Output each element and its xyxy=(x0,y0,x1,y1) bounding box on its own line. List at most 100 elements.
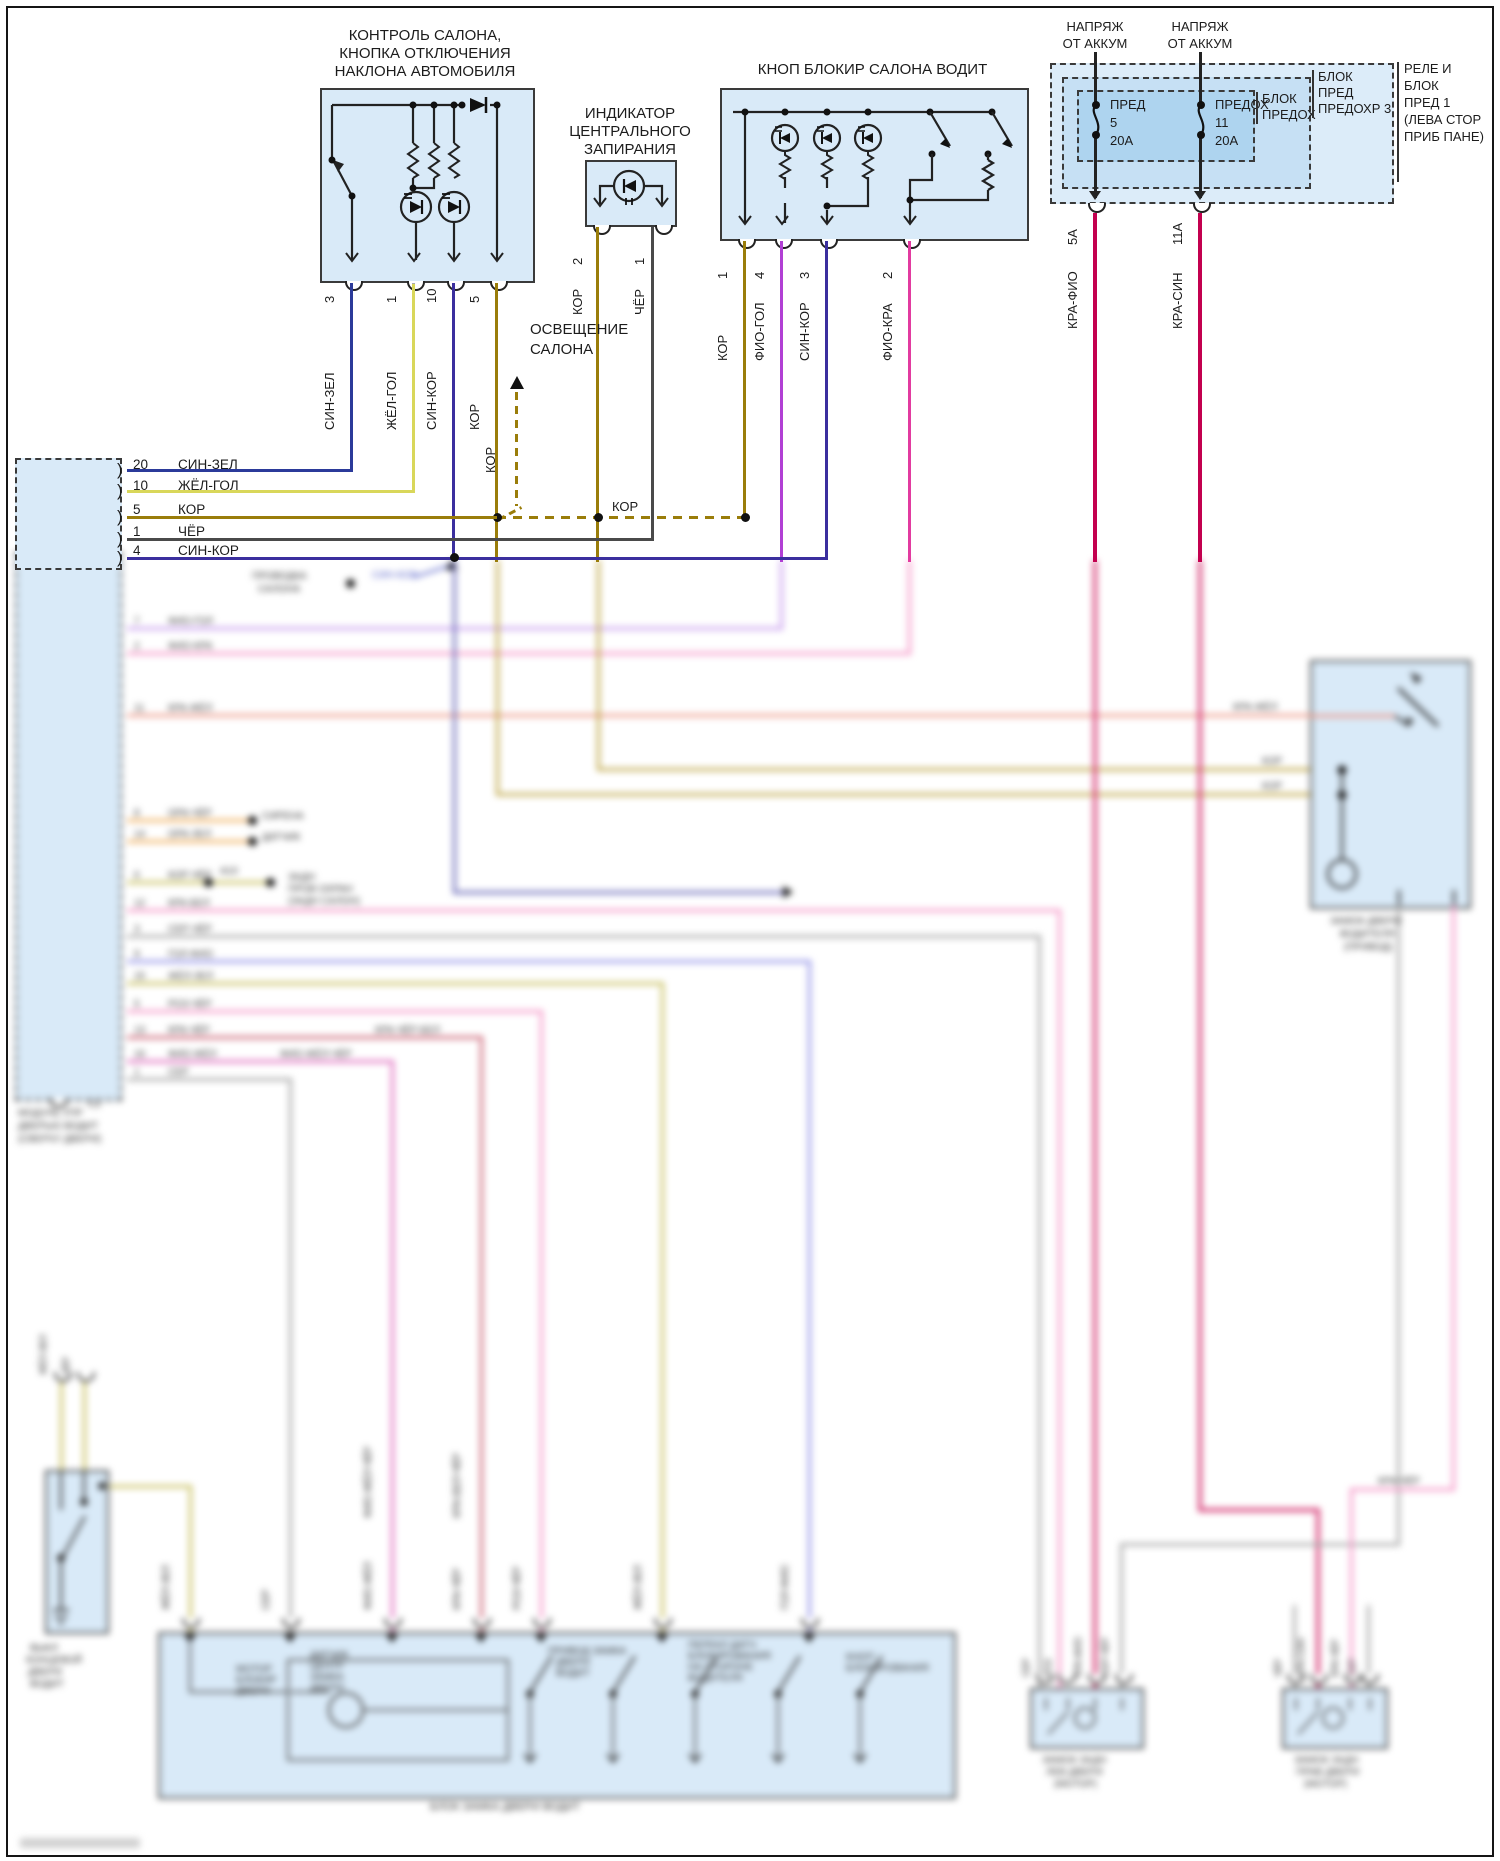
tap-dot xyxy=(248,837,257,846)
wire-ora-1 xyxy=(127,819,252,822)
wire-kor-dashed xyxy=(515,392,518,506)
wire-label: КОР-ЧЁР xyxy=(168,870,212,881)
pin-number: 1 xyxy=(384,295,399,303)
wire-sin-kor-cont xyxy=(453,891,783,894)
wire-label: КОР xyxy=(467,403,482,430)
bottom-box-text: БЛОКИРОВАНИЯ xyxy=(688,1651,771,1662)
tilt-control-box xyxy=(320,88,535,283)
bottom-box-text: ЦЕНТР xyxy=(310,1661,345,1672)
fuse2-symbol xyxy=(1195,101,1207,139)
wire-door-switch xyxy=(102,1485,192,1488)
pin-number: 1 xyxy=(632,257,647,265)
pin-number: 4 xyxy=(752,271,767,279)
tap-label: А10 xyxy=(220,866,238,877)
wire-kor xyxy=(127,516,497,519)
door-module-box-top xyxy=(15,458,122,570)
relay-block-label: (ЛЕВА СТОР xyxy=(1404,112,1482,127)
fuse-mid-label: ПРЕД xyxy=(1318,85,1354,100)
wire-sin-kor xyxy=(452,283,455,559)
module-label-2: ДВЕРЬЮ ВОДИТ xyxy=(18,1121,99,1132)
pin-number: 10 xyxy=(133,478,149,493)
wire-kra-fio-feed xyxy=(1093,560,1097,1688)
bottom-box-text: ПРИВОД ЗАМКА xyxy=(548,1646,627,1657)
pin-number: 5 xyxy=(134,999,140,1010)
bottom-box-text: ВОДИТЕЛЯ xyxy=(688,1673,743,1684)
box2-title-3: ЗАПИРАНИЯ xyxy=(584,141,676,158)
wire-label: ЖЁЛ-ГОЛ xyxy=(178,478,239,493)
junction-dot xyxy=(346,579,355,588)
arrow-right xyxy=(783,886,793,898)
tap-dot xyxy=(204,878,213,887)
wire-chyor xyxy=(127,538,654,541)
bottom-box-text: ДАТЧИК xyxy=(310,1650,349,1661)
door-lock-actuator-box xyxy=(1310,660,1471,909)
wire-label: КРА-ЧЁР xyxy=(168,1025,210,1036)
wire-kra-bel xyxy=(127,909,1060,912)
relay-block-label: БЛОК xyxy=(1404,78,1439,93)
box1-internal-diagram xyxy=(328,97,504,263)
wire-label: ФИО-ГОЛ xyxy=(752,302,767,361)
battery-feed-label: ОТ АККУМ xyxy=(1062,36,1128,51)
door-lock-internal-diagram xyxy=(1310,672,1456,905)
kor-tap-label: КОР xyxy=(612,499,639,514)
pin-number: 16 xyxy=(134,1049,146,1060)
wire-ser-chyor xyxy=(1038,935,1041,1688)
bottom-box-text: ВОДИТ xyxy=(556,1668,590,1679)
bottom-box-internal-diagram xyxy=(189,1640,884,1764)
dome-light-label: САЛОНА xyxy=(530,341,594,358)
tap-dot xyxy=(248,816,257,825)
fuse1-name: ПРЕД xyxy=(1110,97,1146,112)
pin-number: 3 xyxy=(322,295,337,303)
bracket: ) xyxy=(117,529,123,548)
pin-number: 13 xyxy=(134,1025,146,1036)
pin-number: 2 xyxy=(880,271,895,279)
wire-zhel-gol xyxy=(412,283,415,493)
lock1-label: ЛЕВ ДВЕРИ xyxy=(1046,1767,1103,1778)
pin-number: 9 xyxy=(134,949,140,960)
up-arrow xyxy=(446,560,458,570)
wire-kra-sin-feed xyxy=(1316,1508,1320,1688)
wire-sin-kor xyxy=(127,557,828,560)
pin-number: 5 xyxy=(133,502,141,517)
wire-label: КРА-ЖЁЛ xyxy=(1233,702,1278,713)
wire-label: СИН-ЗЕЛ xyxy=(178,457,238,472)
wire-from-lock-2 xyxy=(1452,905,1455,1491)
rear-lock-box-1 xyxy=(1030,1688,1144,1749)
box2-title-2: ЦЕНТРАЛЬНОГО xyxy=(569,123,691,140)
wire-roz-chyor xyxy=(540,1010,543,1632)
wire-label: КОР xyxy=(715,334,730,361)
lock2-label: ПРАВ ДВЕРИ xyxy=(1296,1767,1360,1778)
door-switch-internal xyxy=(53,1470,106,1625)
door-switch-box xyxy=(45,1470,109,1634)
wire-fio-kra xyxy=(127,652,910,655)
inline-wire-label: ФИО-ЖЁЛ-ЧЁР xyxy=(280,1049,352,1060)
connector-bracket xyxy=(50,1098,68,1108)
fuse1-symbol xyxy=(1090,101,1102,139)
module-label-3: (СВЕРХУ ДВЕРИ) xyxy=(18,1134,102,1145)
up-arrow xyxy=(510,376,524,389)
bottom-box-text: ДВЕРИ xyxy=(236,1686,270,1697)
fuse2-wire-color: КРА-СИН xyxy=(1170,272,1185,330)
pin-number: 20 xyxy=(133,457,149,472)
pin-number: 14 xyxy=(134,829,146,840)
pin-number: 12 xyxy=(134,898,146,909)
door-module-box xyxy=(15,552,122,1101)
pin-number: 3 xyxy=(134,924,140,935)
pin-number: 2 xyxy=(134,641,140,652)
wire-kor-btn xyxy=(743,241,746,519)
fuse2-name: ПРЕДОХ xyxy=(1215,97,1269,112)
bottom-box-text: ДВЕРИ xyxy=(310,1683,344,1694)
battery-feed-label: НАПРЯЖ xyxy=(1066,19,1124,34)
box1-title-3: НАКЛОНА АВТОМОБИЛЯ xyxy=(334,63,516,80)
fuse2-amp: 20А xyxy=(1215,133,1239,148)
wire-fio-kra xyxy=(908,560,911,655)
pin-number: 4 xyxy=(133,543,141,558)
wire-from-lock xyxy=(1120,1543,1123,1688)
wire-ser xyxy=(127,1078,292,1081)
wire-kra-sin-feed xyxy=(1198,560,1202,1511)
wire-sin-kor-3 xyxy=(825,241,828,559)
bottom-box-text: МОТОР xyxy=(236,1664,273,1675)
